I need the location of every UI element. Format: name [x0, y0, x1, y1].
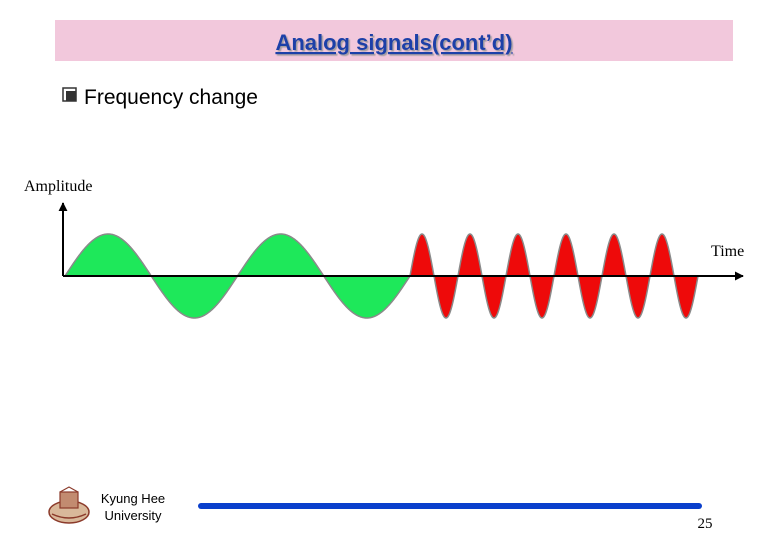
institution-line: University	[104, 508, 162, 523]
bullet-icon	[62, 87, 77, 102]
bullet-text: Frequency change	[84, 86, 258, 109]
title-band	[55, 20, 733, 61]
institution-line: Kyung Hee	[101, 491, 165, 506]
university-logo	[48, 486, 90, 524]
page-number: 25	[698, 516, 713, 532]
y-axis-label: Amplitude	[24, 178, 92, 195]
x-axis-label: Time	[711, 243, 744, 260]
slide-title: Analog signals(cont’d)	[275, 30, 512, 55]
